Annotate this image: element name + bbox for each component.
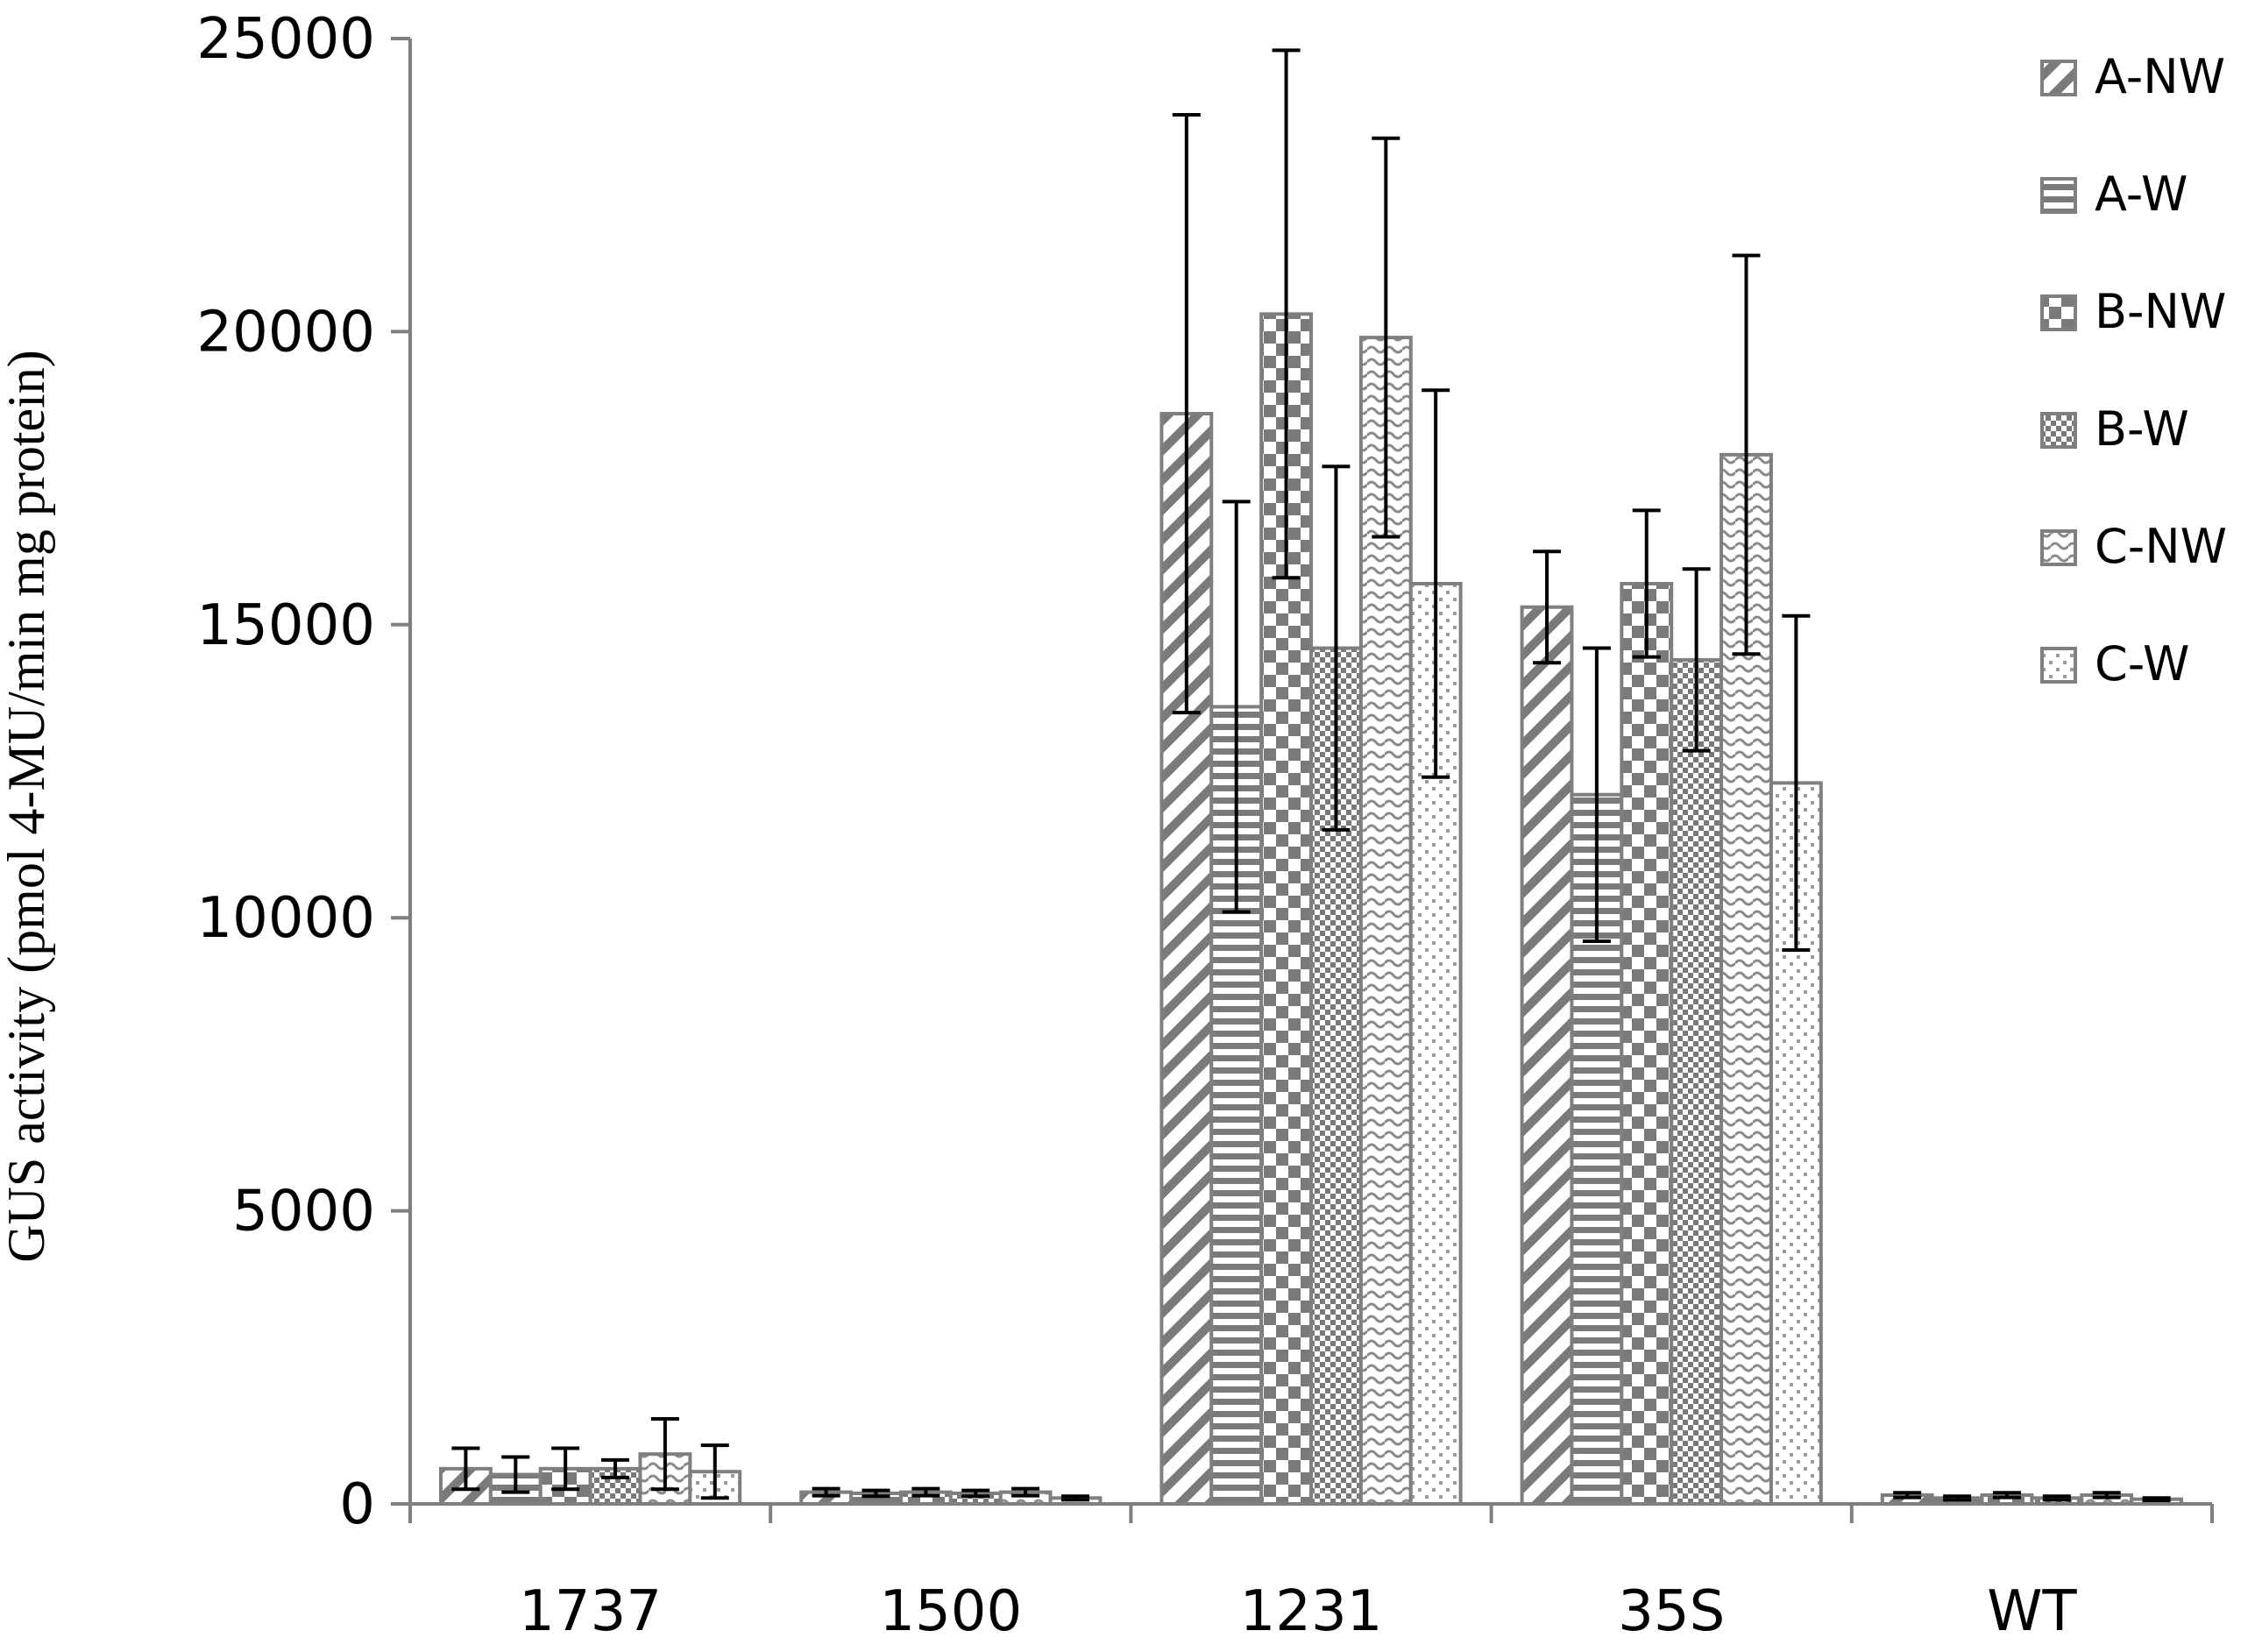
- legend-label-a-w: A-W: [2095, 167, 2188, 222]
- error-bar-a-nw-1500: [812, 1486, 840, 1498]
- error-bar-b-w-wt: [2042, 1494, 2071, 1502]
- y-axis-ticks: 0 5000 10000 15000 20000 25000: [196, 7, 410, 1537]
- bar-a-nw-35s: [1520, 605, 1574, 1506]
- error-bar-b-nw-1500: [911, 1486, 940, 1498]
- x-tick-label: 1231: [1240, 1579, 1383, 1644]
- x-axis-ticks: 1737 1500 1231 35S WT: [408, 1504, 2214, 1644]
- error-bar-a-nw-wt: [1893, 1491, 1922, 1500]
- y-axis-label: GUS activity (pmol 4-MU/min mg protein): [0, 350, 55, 1263]
- legend-swatch-a-nw: [2040, 60, 2077, 96]
- y-tick-label: 15000: [196, 593, 375, 658]
- x-tick-label: 1500: [879, 1579, 1022, 1644]
- y-tick-label: 20000: [196, 300, 375, 365]
- error-bar-a-w-1737: [501, 1455, 530, 1494]
- error-bar-c-nw-1231: [1372, 136, 1400, 539]
- error-bar-c-nw-35s: [1732, 253, 1761, 656]
- error-bars-group: [451, 48, 2171, 1502]
- y-tick-label: 5000: [232, 1180, 375, 1244]
- error-bar-b-nw-35s: [1632, 508, 1661, 659]
- legend-swatch-c-w: [2040, 647, 2077, 684]
- error-bar-b-nw-wt: [1992, 1491, 2021, 1500]
- error-bar-a-w-1231: [1222, 500, 1251, 914]
- error-bar-c-w-1500: [1060, 1494, 1089, 1502]
- error-bar-c-w-35s: [1782, 613, 1811, 952]
- y-tick-label: 10000: [196, 886, 375, 951]
- bar-c-w-35s: [1769, 781, 1823, 1506]
- error-bar-b-w-1737: [601, 1457, 630, 1479]
- error-bar-c-w-1737: [700, 1443, 729, 1500]
- error-bar-a-w-1500: [862, 1488, 890, 1499]
- error-bar-a-nw-1737: [451, 1446, 480, 1492]
- error-bar-b-w-1231: [1322, 464, 1351, 832]
- x-tick-label: WT: [1987, 1579, 2077, 1644]
- error-bar-b-nw-1737: [551, 1446, 580, 1492]
- legend-label-b-nw: B-NW: [2095, 284, 2226, 339]
- error-bar-c-nw-wt: [2092, 1491, 2121, 1500]
- legend-swatch-a-w: [2040, 177, 2077, 214]
- legend-swatch-b-nw: [2040, 294, 2077, 331]
- y-tick-label: 0: [339, 1472, 375, 1537]
- legend-label-b-w: B-W: [2095, 401, 2189, 457]
- error-bar-c-w-wt: [2142, 1496, 2171, 1502]
- bar-b-w-35s: [1670, 657, 1724, 1506]
- error-bar-b-w-1500: [961, 1488, 990, 1499]
- error-bar-c-nw-1500: [1011, 1486, 1040, 1498]
- legend-swatch-b-w: [2040, 412, 2077, 449]
- error-bar-a-w-wt: [1943, 1494, 1972, 1502]
- error-bar-a-w-35s: [1582, 646, 1611, 943]
- error-bar-a-nw-35s: [1533, 549, 1562, 665]
- legend: A-NW A-W B-NW B-W C-NW C-W: [2040, 49, 2227, 691]
- x-tick-label: 1737: [519, 1579, 662, 1644]
- error-bar-b-w-35s: [1682, 567, 1711, 753]
- bar-b-nw-35s: [1620, 581, 1674, 1506]
- legend-label-c-w: C-W: [2095, 636, 2189, 691]
- error-bar-c-nw-1737: [650, 1417, 679, 1492]
- legend-label-c-nw: C-NW: [2095, 519, 2227, 574]
- y-tick-label: 25000: [196, 7, 375, 72]
- bar-series-group: [439, 312, 2183, 1507]
- error-bar-c-w-1231: [1422, 388, 1450, 779]
- legend-label-a-nw: A-NW: [2095, 49, 2225, 104]
- legend-swatch-c-nw: [2040, 529, 2077, 566]
- error-bar-b-nw-1231: [1272, 48, 1301, 580]
- x-tick-label: 35S: [1618, 1579, 1725, 1644]
- error-bar-a-nw-1231: [1172, 112, 1201, 715]
